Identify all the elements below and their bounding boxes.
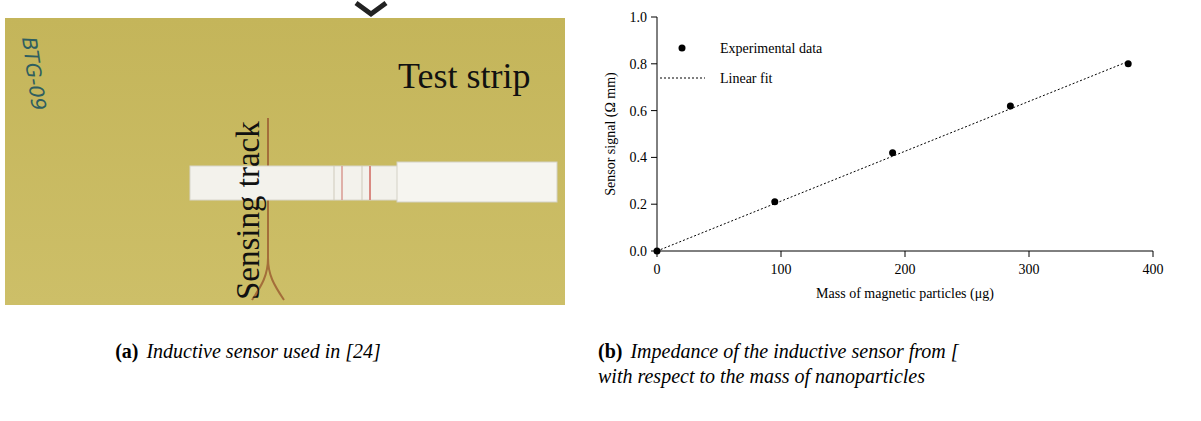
caption-letter: (a): [115, 340, 138, 363]
caption-letter: (b): [598, 340, 622, 363]
chart: 0.0 0.2 0.4 0.6 0.8 1.0 0 100 200 300 400 Mass of m…: [603, 10, 1164, 302]
y-tick: [651, 17, 657, 18]
y-tick-label: 0.6: [630, 104, 648, 119]
sensing-track-label: Sensing track: [230, 121, 266, 300]
strip-divider: [362, 166, 363, 200]
y-tick: [651, 63, 657, 64]
caption-text: with respect to the mass of nanoparticle…: [598, 365, 925, 388]
legend-label: Experimental data: [720, 41, 823, 56]
y-tick: [651, 204, 657, 205]
test-strip-label: Test strip: [398, 56, 530, 96]
x-tick-label: 100: [771, 262, 792, 277]
x-tick-label: 400: [1143, 262, 1164, 277]
board-label: BTG-09: [17, 35, 51, 112]
legend-label: Linear fit: [720, 71, 773, 86]
caption-b: (b) Impedance of the inductive sensor fro…: [598, 340, 960, 363]
strip-body: [190, 166, 398, 200]
strip-pad: [397, 162, 557, 202]
x-tick-label: 200: [895, 262, 916, 277]
caption-text: Inductive sensor used in [24]: [145, 340, 380, 362]
x-tick: [1029, 251, 1030, 257]
caption-text: Impedance of the inductive sensor from [: [629, 340, 959, 363]
y-tick-label: 0.8: [630, 57, 648, 72]
x-axis-title: Mass of magnetic particles (μg): [816, 286, 994, 302]
y-tick-label: 0.2: [630, 197, 648, 212]
photo-panel: BTG-09 Sensing track Test strip: [5, 3, 565, 305]
y-tick: [651, 157, 657, 158]
legend: Experimental data Linear fit: [660, 41, 823, 86]
legend-line: [660, 78, 705, 79]
strip-line: [341, 166, 343, 200]
x-tick: [905, 251, 906, 257]
plot-area: [654, 60, 1132, 254]
strip-divider: [334, 166, 335, 200]
x-tick: [781, 251, 782, 257]
x-tick: [1153, 251, 1154, 257]
chevron: [356, 3, 386, 14]
y-axis-title: Sensor signal (Ω mm): [603, 72, 619, 196]
fit-line: [657, 61, 1128, 251]
figure: BTG-09 Sensing track Test strip (a) Inductiv…: [0, 0, 1201, 421]
caption-a: (a) Inductive sensor used in [24]: [115, 340, 381, 363]
y-tick-label: 0.4: [630, 150, 648, 165]
x-tick-label: 0: [654, 262, 661, 277]
pcb-board: [5, 18, 565, 305]
y-axis: [657, 17, 658, 251]
x-tick-label: 300: [1019, 262, 1040, 277]
y-tick: [651, 110, 657, 111]
y-tick-label: 1.0: [630, 10, 648, 25]
legend-marker: [679, 45, 686, 52]
strip-line: [369, 166, 371, 200]
data-point: [1125, 60, 1132, 67]
y-tick-label: 0.0: [630, 244, 648, 259]
